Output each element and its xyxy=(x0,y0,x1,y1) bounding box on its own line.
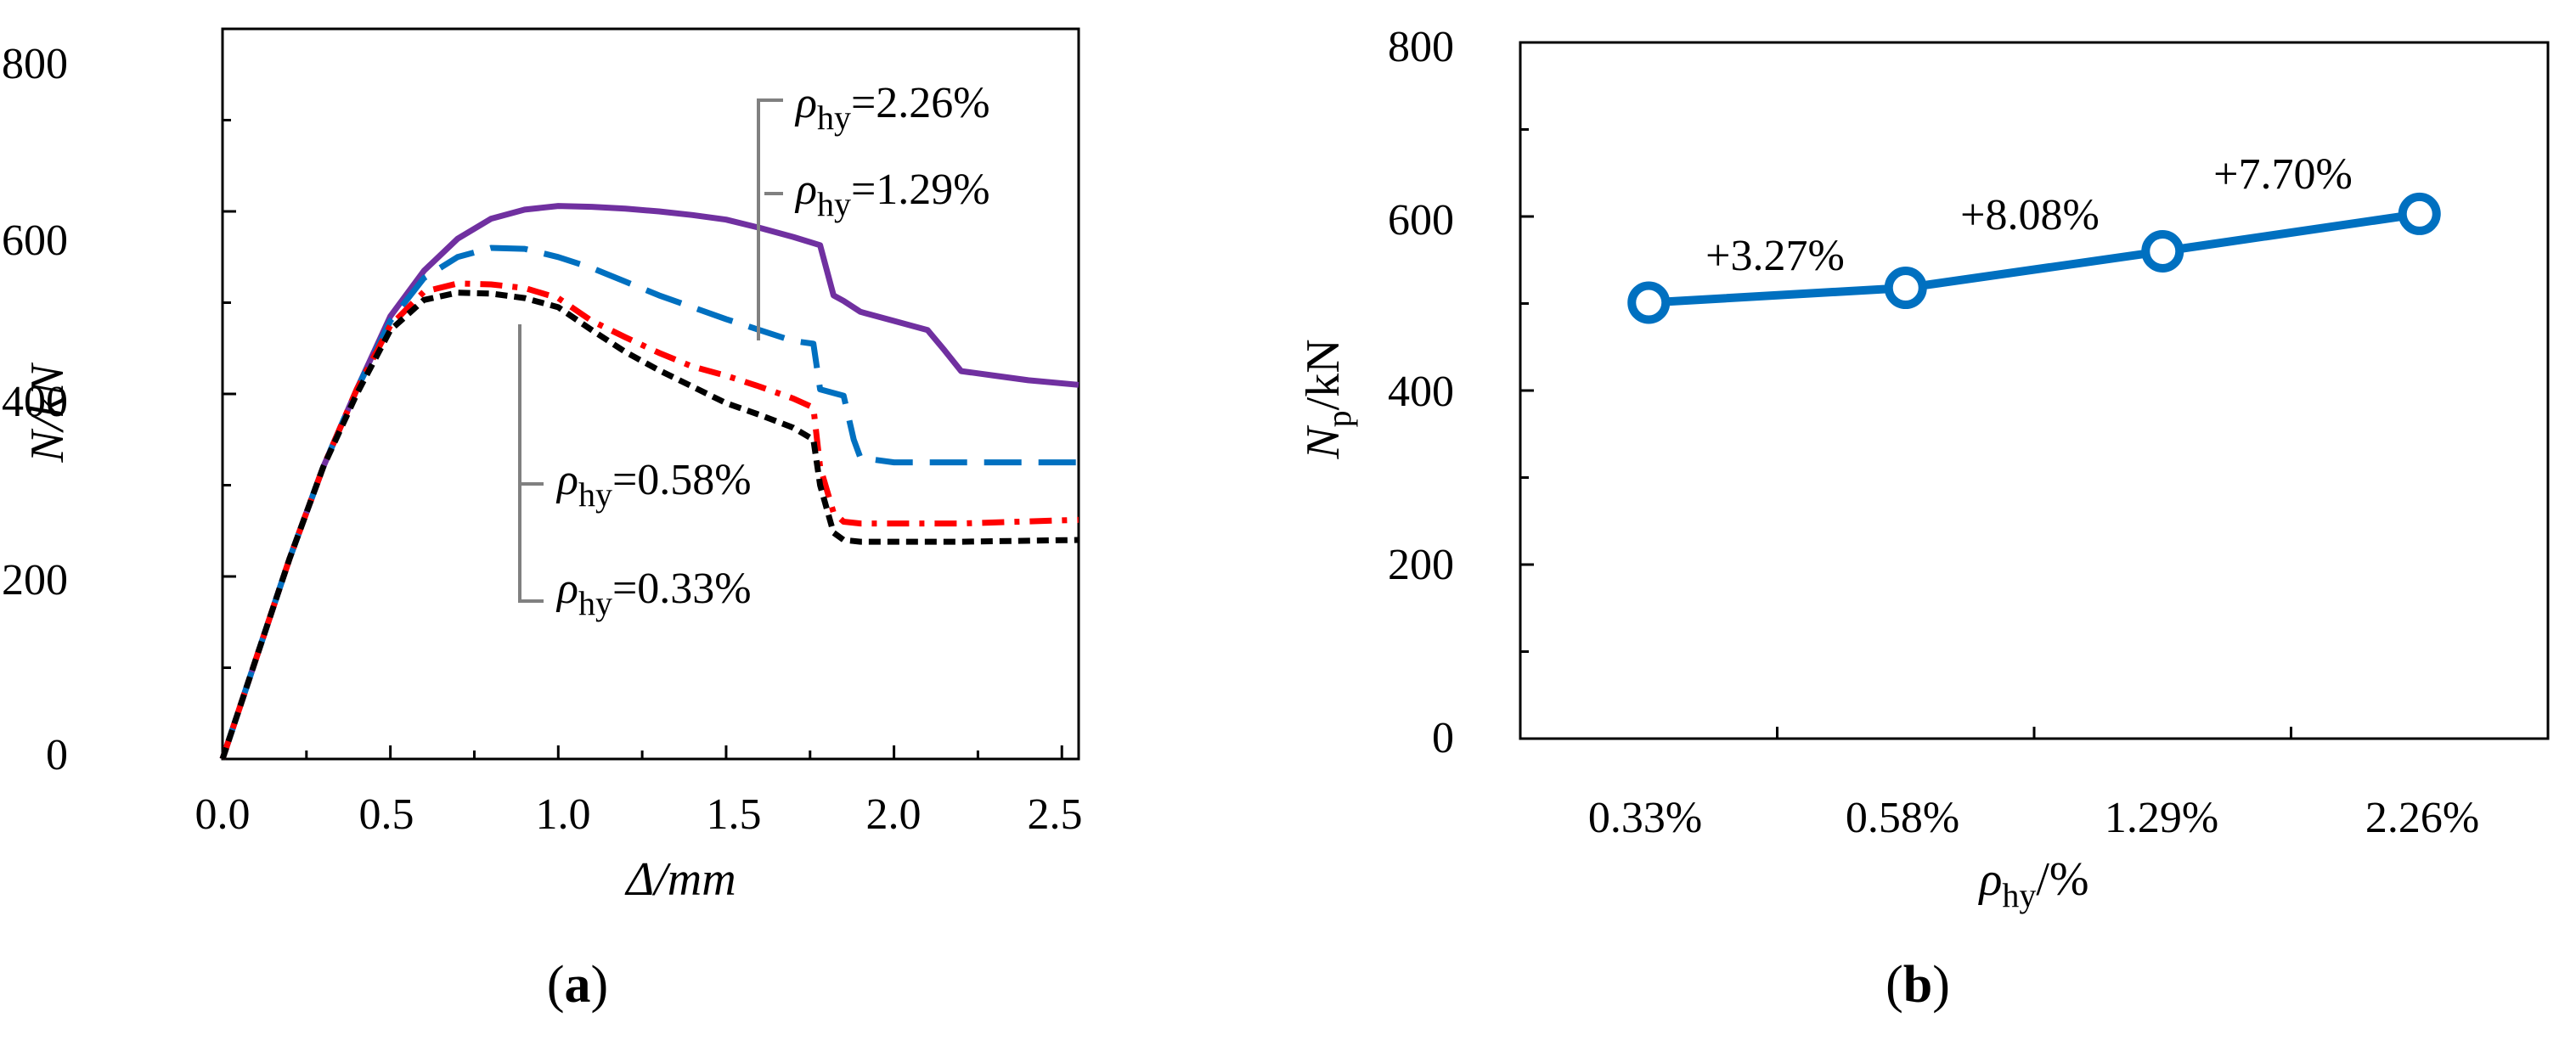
rho-value: =0.33% xyxy=(612,565,752,613)
x-axis-unit: /% xyxy=(2036,853,2088,906)
panel-letter: b xyxy=(1903,956,1932,1014)
panel-label-b: (b) xyxy=(1885,956,1950,1014)
chart-a: 800 600 400 200 0 0.0 0.5 1.0 1.5 2.0 2.… xyxy=(2,27,1083,1014)
data-point xyxy=(1627,281,1671,324)
rho-symbol: ρ xyxy=(555,565,578,613)
chart-a-x-axis-label: Δ/mm xyxy=(624,853,736,906)
chart-a-xtick-label: 1.5 xyxy=(707,790,762,839)
chart-b-y-axis-label: Np/kN xyxy=(1297,339,1358,459)
chart-a-xtick-label: 1.0 xyxy=(536,790,591,839)
rho-symbol: ρ xyxy=(794,79,817,127)
rho-symbol: ρ xyxy=(794,166,817,214)
rho-subscript: hy xyxy=(578,584,612,622)
rho-symbol: ρ xyxy=(555,456,578,504)
chart-a-xtick-label: 0.0 xyxy=(195,790,251,839)
chart-a-xtick-label: 2.5 xyxy=(1028,790,1083,839)
series-label-0-58: ρhy=0.58% xyxy=(555,456,752,514)
chart-b-xtick-label: 2.26% xyxy=(2365,794,2479,842)
leader-line xyxy=(518,475,544,603)
data-point xyxy=(2141,230,2184,273)
chart-a-marks xyxy=(219,27,1080,761)
chart-a-xtick-label: 0.5 xyxy=(359,790,414,839)
series-line-2 xyxy=(219,280,1079,761)
y-axis-subscript: p xyxy=(1320,410,1358,427)
data-point xyxy=(2398,192,2441,235)
series-line xyxy=(1649,209,2421,307)
chart-a-y-axis-label: N/kN xyxy=(21,363,74,464)
chart-a-plot-frame xyxy=(221,27,1080,761)
y-axis-unit: /kN xyxy=(1297,339,1350,410)
chart-b-ytick-label: 600 xyxy=(1388,196,1454,245)
chart-a-xtick-label: 2.0 xyxy=(866,790,922,839)
series-label-2-26: ρhy=2.26% xyxy=(794,79,990,137)
chart-b-xtick-label: 0.58% xyxy=(1846,794,1959,842)
chart-b-ytick-label: 800 xyxy=(1388,23,1454,71)
chart-b-ytick-label: 400 xyxy=(1388,368,1454,416)
leader-line xyxy=(518,324,544,486)
chart-b-ytick-label: 200 xyxy=(1388,541,1454,589)
series-line-3 xyxy=(219,290,1079,761)
y-axis-symbol: N xyxy=(1297,425,1350,460)
series-line-1 xyxy=(219,245,1079,761)
chart-a-ytick-label: 600 xyxy=(2,216,68,265)
rho-subscript: hy xyxy=(817,98,851,137)
chart-b-ytick-label: 0 xyxy=(1432,714,1454,762)
data-point xyxy=(1884,267,1927,310)
rho-value: =2.26% xyxy=(851,79,990,127)
annotation-increase: +8.08% xyxy=(1960,191,2100,239)
leader-line xyxy=(757,98,783,340)
series-label-1-29: ρhy=1.29% xyxy=(794,166,990,223)
annotation-increase: +3.27% xyxy=(1705,232,1845,280)
chart-b-plot-frame xyxy=(1519,41,2550,740)
chart-a-leader-lines xyxy=(518,98,783,603)
chart-b-xtick-label: 1.29% xyxy=(2105,794,2218,842)
rho-value: =0.58% xyxy=(612,456,752,504)
rho-subscript: hy xyxy=(578,475,612,514)
chart-a-ytick-label: 200 xyxy=(2,556,68,604)
chart-a-ytick-label: 800 xyxy=(2,40,68,88)
chart-a-ytick-label: 0 xyxy=(46,731,68,779)
chart-b: 800 600 400 200 0 0.33% 0.58% 1.29% 2.26… xyxy=(1297,23,2550,1014)
chart-a-ytick-label: 400 xyxy=(2,378,68,426)
panel-label-a: (a) xyxy=(547,956,608,1014)
rho-subscript: hy xyxy=(817,185,851,223)
rho-symbol: ρ xyxy=(1977,853,2002,906)
rho-subscript: hy xyxy=(2002,876,2036,914)
chart-b-xtick-label: 0.33% xyxy=(1588,794,1702,842)
annotation-increase: +7.70% xyxy=(2213,150,2353,199)
rho-value: =1.29% xyxy=(851,166,990,214)
chart-b-x-axis-label: ρhy/% xyxy=(1977,853,2088,914)
series-label-0-33: ρhy=0.33% xyxy=(555,565,752,622)
chart-b-marks xyxy=(1519,41,2550,740)
panel-letter: a xyxy=(565,956,591,1014)
